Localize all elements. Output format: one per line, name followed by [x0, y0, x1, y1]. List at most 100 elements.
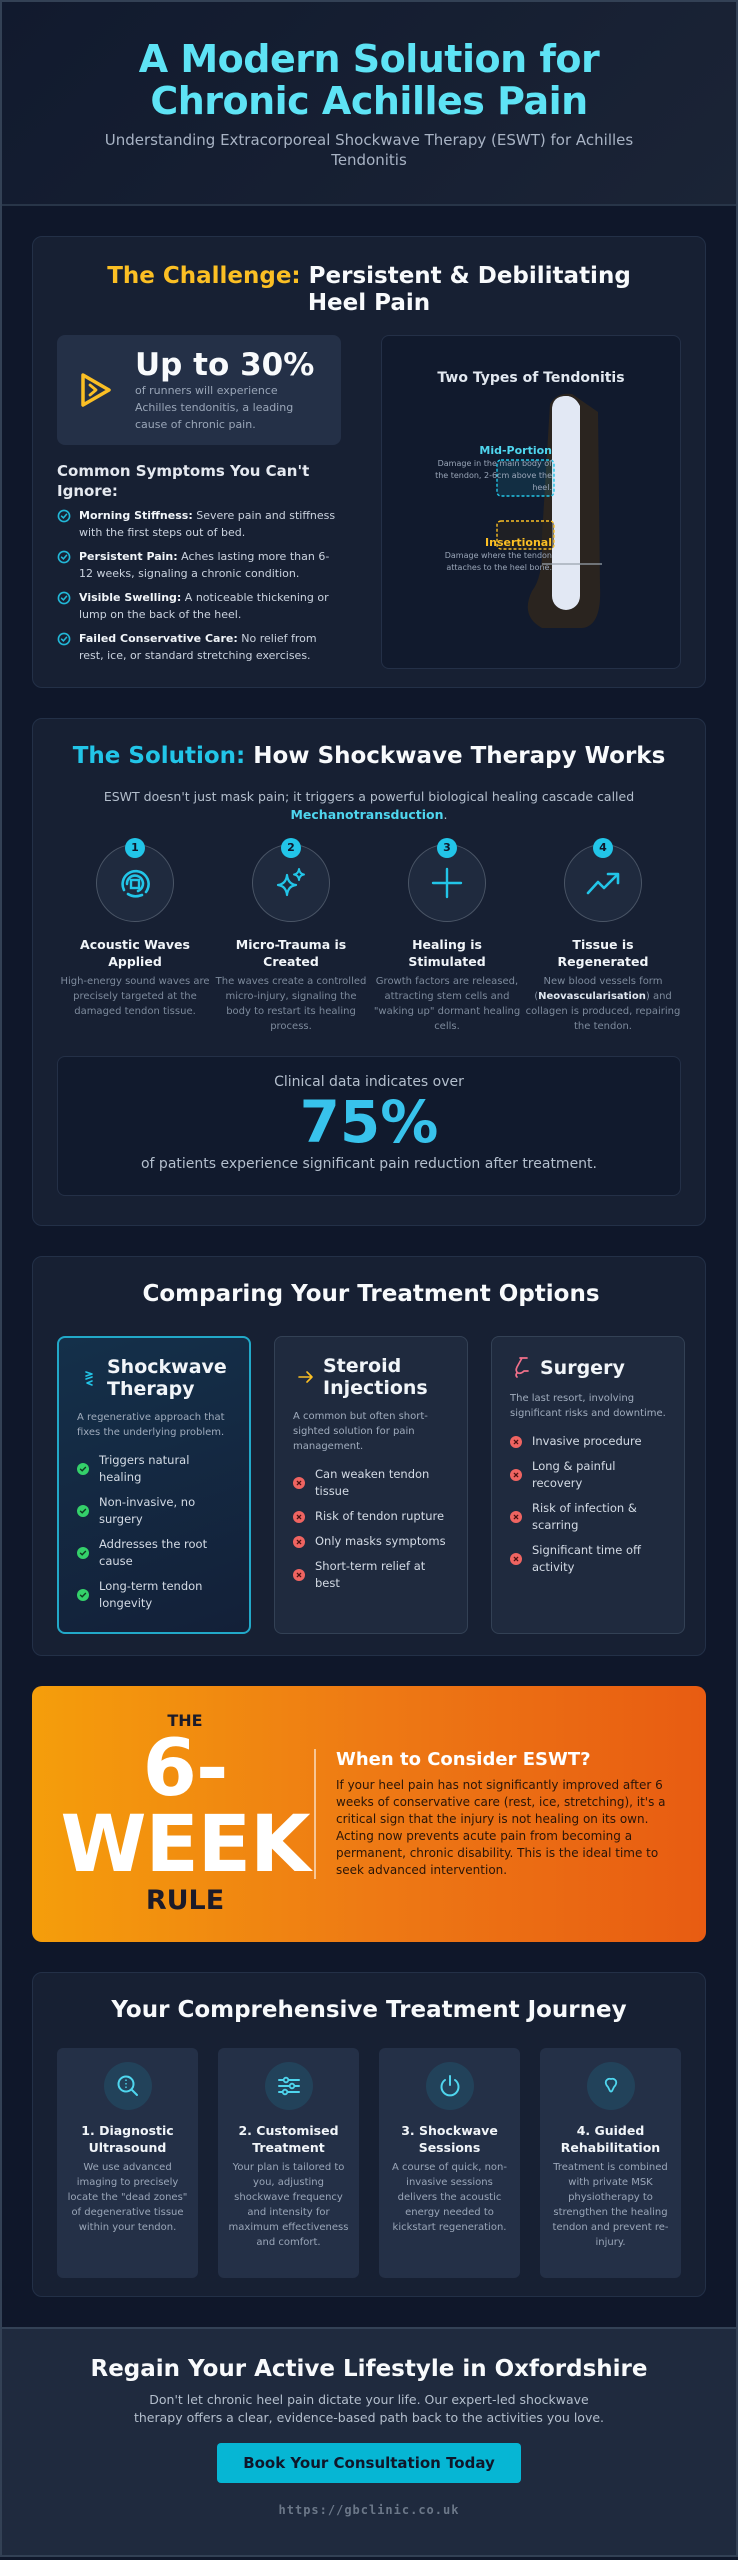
step-circle: 1 — [96, 838, 174, 922]
step-number: 2 — [281, 838, 301, 858]
rule-word: RULE — [145, 1885, 225, 1916]
achilles-tendon-diagram — [496, 393, 602, 628]
step-desc: Growth factors are released, attracting … — [373, 976, 521, 1032]
step-desc: High-energy sound waves are precisely ta… — [60, 976, 210, 1017]
rule-divider — [314, 1749, 316, 1879]
mechanotransduction-term: Mechanotransduction — [290, 807, 444, 822]
healing-step-3: 3 Healing is Stimulated Growth factors a… — [369, 838, 525, 1034]
symptom-label: Morning Stiffness: — [79, 509, 193, 522]
clinical-stat-box: Clinical data indicates over 75% of pati… — [57, 1056, 681, 1196]
journey-step-desc: Your plan is tailored to you, adjusting … — [228, 2162, 349, 2248]
x-icon — [293, 1569, 305, 1581]
step-circle: 4 — [564, 838, 642, 922]
rule-heading: When to Consider ESWT? — [336, 1749, 591, 1770]
challenge-title-rest: Persistent & Debilitating Heel Pain — [300, 263, 631, 316]
cta-footer: Regain Your Active Lifestyle in Oxfordsh… — [2, 2327, 736, 2555]
item-text: Risk of infection & scarring — [532, 1501, 637, 1532]
journey-step-desc: Treatment is combined with private MSK p… — [552, 2162, 669, 2248]
footer-text: Don't let chronic heel pain dictate your… — [133, 2392, 605, 2425]
item-text: Addresses the root cause — [99, 1537, 208, 1568]
neovascularisation-term: Neovascularisation — [538, 991, 646, 1002]
item-text: Only masks symptoms — [315, 1534, 446, 1548]
option-title: Steroid Injections — [323, 1355, 428, 1399]
option-card-steroid: Steroid Injections A common but often sh… — [274, 1336, 468, 1634]
symptom-item: Persistent Pain: Aches lasting more than… — [57, 548, 341, 582]
con-item: Risk of infection & scarring — [510, 1500, 666, 1534]
x-icon — [293, 1477, 305, 1489]
sliders-icon — [277, 2076, 300, 2096]
stat-value: Up to 30% — [135, 346, 315, 383]
item-text: Can weaken tendon tissue — [315, 1467, 430, 1498]
rule-text: If your heel pain has not significantly … — [336, 1778, 666, 1877]
check-circle-icon — [57, 550, 71, 564]
tendonitis-diagram-card: Two Types of Tendonitis Mid-Portion Dama… — [381, 335, 681, 669]
solution-section: The Solution: How Shockwave Therapy Work… — [32, 718, 706, 1226]
option-title: Shockwave Therapy — [107, 1356, 227, 1400]
check-circle-icon — [57, 632, 71, 646]
journey-step-title: 2. Customised Treatment — [238, 2123, 339, 2155]
item-text: Risk of tendon rupture — [315, 1509, 445, 1523]
con-item: Only masks symptoms — [293, 1533, 449, 1550]
check-circle-icon — [57, 509, 71, 523]
six-week-rule-banner: THE 6- WEEK RULE When to Consider ESWT? I… — [32, 1686, 706, 1942]
option-title: Surgery — [540, 1357, 625, 1379]
search-icon — [117, 2075, 138, 2096]
step-title: Acoustic Waves Applied — [80, 937, 190, 969]
step-title: Micro-Trauma is Created — [235, 937, 347, 969]
step-circle: 2 — [252, 838, 330, 922]
con-item: Long & painful recovery — [510, 1458, 666, 1492]
symptom-text: Aches lasting more than 6-12 weeks, sign… — [79, 550, 330, 580]
journey-step-1: 1. Diagnostic Ultrasound We use advanced… — [57, 2048, 198, 2278]
clinical-post-text: of patients experience significant pain … — [140, 1156, 597, 1172]
check-icon — [77, 1547, 89, 1559]
x-icon — [510, 1435, 522, 1448]
step-desc: The waves create a controlled micro-inju… — [215, 976, 367, 1032]
symptom-item: Failed Conservative Care: No relief from… — [57, 630, 341, 664]
challenge-title: The Challenge: Persistent & Debilitating… — [57, 263, 681, 317]
page-title: A Modern Solution for Chronic Achilles P… — [138, 37, 600, 123]
option-desc: A common but often short-sighted solutio… — [293, 1411, 428, 1452]
journey-step-3: 3. Shockwave Sessions A course of quick,… — [379, 2048, 520, 2278]
symptom-item: Morning Stiffness: Severe pain and stiff… — [57, 507, 341, 541]
rule-six: 6- — [142, 1724, 229, 1814]
solution-title-accent: The Solution: — [72, 743, 246, 769]
check-icon — [77, 1589, 89, 1601]
symptom-label: Persistent Pain: — [79, 550, 178, 563]
symptoms-title: Common Symptoms You Can't Ignore: — [57, 462, 310, 500]
item-text: Triggers natural healing — [99, 1453, 190, 1484]
item-text: Long & painful recovery — [532, 1459, 616, 1490]
symptom-text: A noticeable thickening or lump on the b… — [79, 591, 329, 621]
healing-step-4: 4 Tissue is Regenerated New blood vessel… — [525, 838, 681, 1034]
solution-intro: ESWT doesn't just mask pain; it triggers… — [57, 788, 681, 824]
acoustic-waves-icon — [121, 869, 150, 898]
book-consultation-button[interactable]: Book Your Consultation Today — [217, 2443, 521, 2483]
clinic-url-link[interactable]: https://gbclinic.co.uk — [278, 2503, 460, 2517]
item-text: Non-invasive, no surgery — [99, 1495, 196, 1526]
pro-item: Non-invasive, no surgery — [77, 1494, 231, 1528]
pro-item: Long-term tendon longevity — [77, 1578, 231, 1612]
option-desc: The last resort, involving significant r… — [510, 1393, 666, 1419]
x-icon — [510, 1553, 522, 1565]
option-card-shockwave: Shockwave Therapy A regenerative approac… — [57, 1336, 251, 1634]
x-icon — [293, 1535, 305, 1548]
item-text: Short-term relief at best — [315, 1559, 426, 1590]
rule-big-text: 6- WEEK — [56, 1724, 314, 1890]
symptom-item: Visible Swelling: A noticeable thickenin… — [57, 589, 341, 623]
mid-portion-text: Damage in the main body of the tendon, 2… — [435, 459, 552, 492]
mid-portion-label: Mid-Portion Damage in the main body of t… — [432, 444, 552, 494]
runner-stat-box: Up to 30% of runners will experience Ach… — [57, 335, 341, 445]
rule-week: WEEK — [60, 1800, 310, 1890]
healing-steps: 1 Acoustic Waves Applied High-energy sou… — [57, 838, 681, 1034]
journey-step-title: 3. Shockwave Sessions — [401, 2123, 498, 2155]
x-icon — [510, 1469, 522, 1481]
step-title: Healing is Stimulated — [408, 937, 486, 969]
step-number: 1 — [125, 838, 145, 858]
step-number: 3 — [437, 838, 457, 858]
insertional-label: Insertional Damage where the tendon atta… — [422, 536, 552, 574]
check-circle-icon — [57, 591, 71, 605]
journey-step-4: 4. Guided Rehabilitation Treatment is co… — [540, 2048, 681, 2278]
step-desc: New blood vessels form (Neovascularisati… — [525, 974, 681, 1034]
healing-step-1: 1 Acoustic Waves Applied High-energy sou… — [57, 838, 213, 1034]
con-item: Short-term relief at best — [293, 1558, 449, 1592]
